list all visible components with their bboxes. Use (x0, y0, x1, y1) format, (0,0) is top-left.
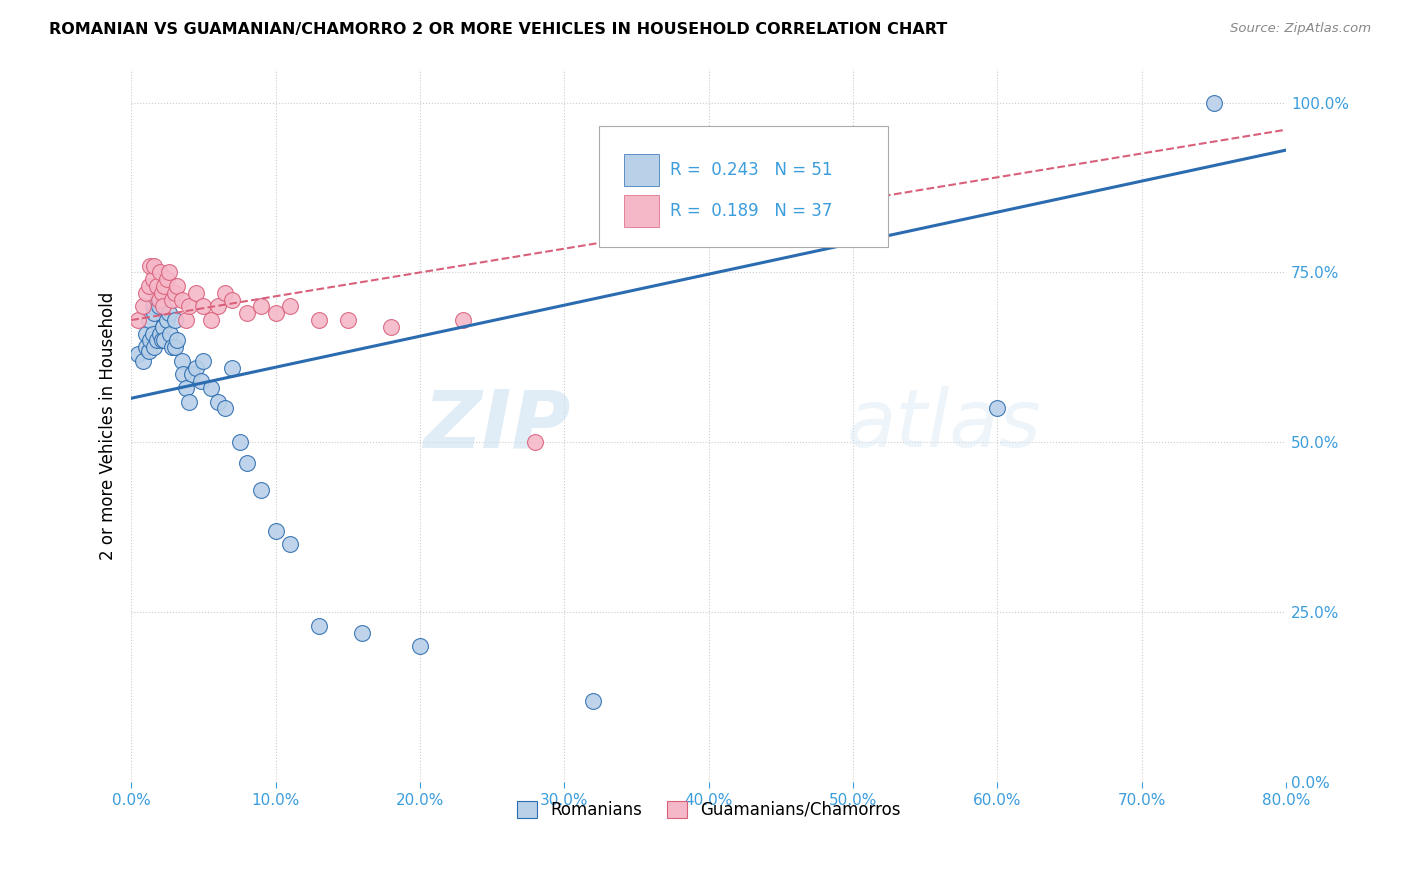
Point (163, 313, 186, 327)
Point (152, 285, 174, 300)
Point (148, 300, 170, 314)
Point (250, 300, 273, 314)
Text: R =  0.189   N = 37: R = 0.189 N = 37 (671, 202, 832, 220)
Point (170, 354, 193, 368)
Point (157, 306, 180, 320)
Point (132, 300, 155, 314)
Point (228, 435, 250, 450)
Text: ZIP: ZIP (423, 386, 569, 465)
Point (152, 300, 174, 314)
Point (207, 394, 229, 409)
Point (174, 313, 197, 327)
Point (160, 340, 183, 354)
Point (127, 313, 149, 327)
Point (163, 340, 186, 354)
Point (177, 300, 200, 314)
Y-axis label: 2 or more Vehicles in Household: 2 or more Vehicles in Household (100, 292, 117, 559)
Point (264, 306, 287, 320)
Point (138, 343, 160, 358)
Point (148, 293, 170, 307)
Point (741, 157, 763, 171)
Point (250, 483, 273, 497)
Point (142, 300, 165, 314)
Point (451, 313, 474, 327)
Point (193, 300, 215, 314)
Point (139, 259, 162, 273)
FancyBboxPatch shape (624, 194, 659, 227)
Point (278, 300, 301, 314)
Point (174, 381, 197, 395)
Point (186, 285, 208, 300)
Point (214, 401, 236, 416)
Point (143, 306, 166, 320)
Point (138, 279, 160, 293)
Point (135, 326, 157, 341)
Point (135, 285, 157, 300)
Point (221, 293, 243, 307)
Point (143, 259, 166, 273)
Point (152, 319, 174, 334)
Point (186, 360, 208, 375)
Point (153, 334, 176, 348)
Point (166, 334, 188, 348)
Legend: Romanians, Guamanians/Chamorros: Romanians, Guamanians/Chamorros (510, 794, 907, 825)
Point (149, 293, 172, 307)
Point (138, 313, 160, 327)
Point (163, 285, 186, 300)
Point (150, 285, 173, 300)
Point (142, 272, 165, 286)
Point (156, 313, 179, 327)
Point (153, 279, 176, 293)
Point (132, 354, 155, 368)
Point (135, 340, 157, 354)
Point (409, 640, 432, 654)
Point (986, 401, 1008, 416)
Point (380, 319, 402, 334)
Point (156, 285, 179, 300)
Point (200, 313, 222, 327)
Point (336, 313, 359, 327)
Point (143, 340, 166, 354)
Point (180, 368, 202, 382)
Point (157, 265, 180, 279)
Point (146, 334, 169, 348)
Point (221, 360, 243, 375)
Point (149, 265, 172, 279)
Point (172, 368, 194, 382)
Point (278, 537, 301, 551)
Point (160, 293, 183, 307)
Point (149, 326, 172, 341)
Point (524, 435, 547, 450)
Point (193, 354, 215, 368)
Point (177, 394, 200, 409)
Point (170, 293, 193, 307)
Point (142, 326, 165, 341)
Point (156, 272, 179, 286)
Point (200, 381, 222, 395)
Text: Source: ZipAtlas.com: Source: ZipAtlas.com (1230, 22, 1371, 36)
Point (235, 306, 257, 320)
Point (352, 625, 374, 640)
Point (214, 285, 236, 300)
Point (190, 374, 212, 388)
Point (146, 285, 169, 300)
FancyBboxPatch shape (599, 126, 887, 247)
FancyBboxPatch shape (624, 154, 659, 186)
Point (159, 326, 181, 341)
Text: atlas: atlas (848, 386, 1042, 465)
Point (139, 334, 162, 348)
Point (166, 279, 188, 293)
Point (1202, 95, 1225, 110)
Point (235, 456, 257, 470)
Point (146, 279, 169, 293)
Point (582, 694, 605, 708)
Point (127, 347, 149, 361)
Point (308, 313, 330, 327)
Point (308, 619, 330, 633)
Text: R =  0.243   N = 51: R = 0.243 N = 51 (671, 161, 832, 179)
Text: ROMANIAN VS GUAMANIAN/CHAMORRO 2 OR MORE VEHICLES IN HOUSEHOLD CORRELATION CHART: ROMANIAN VS GUAMANIAN/CHAMORRO 2 OR MORE… (49, 22, 948, 37)
Point (150, 334, 173, 348)
Point (207, 300, 229, 314)
Point (264, 524, 287, 538)
